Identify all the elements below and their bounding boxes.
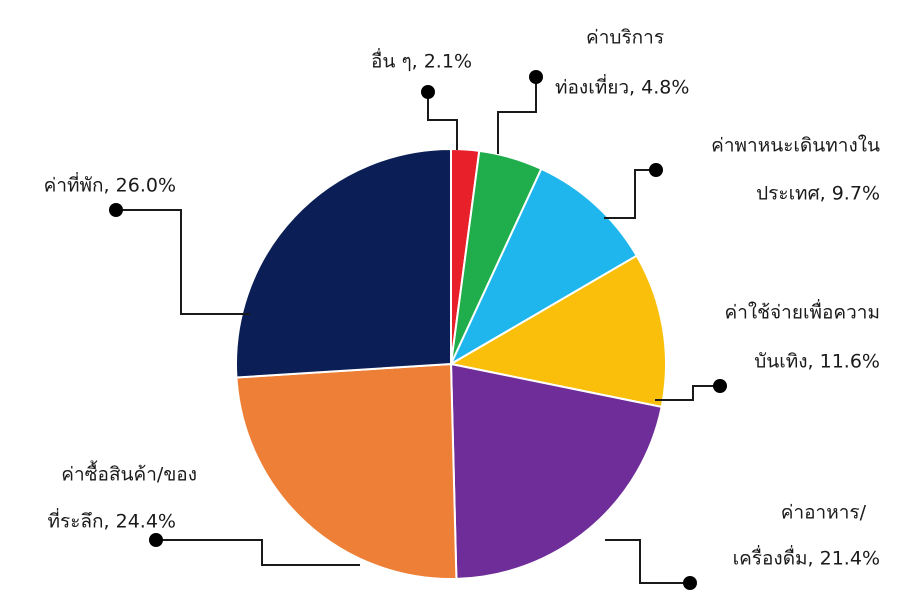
pie-slice-6 <box>235 362 458 580</box>
pie-slices <box>235 147 667 580</box>
pie-slice-5 <box>449 362 663 580</box>
leader-line-2 <box>497 77 537 154</box>
leader-dot-7 <box>109 203 123 217</box>
data-label-2-line-2: ท่องเที่ยว, 4.8% <box>555 74 689 99</box>
leader-dot-1 <box>421 85 435 99</box>
leader-dot-2 <box>529 70 543 84</box>
data-label-3-line-1: ค่าพาหนะเดินทางใน <box>711 135 880 157</box>
data-label-3-line-2: ประเทศ, 9.7% <box>756 183 880 205</box>
pie-slice-4 <box>448 254 667 409</box>
leader-line-5 <box>605 539 690 584</box>
leader-line-1 <box>427 92 458 150</box>
data-label-5-line-2: เครื่องดื่ม, 21.4% <box>733 545 880 570</box>
data-label-4-line-2: บันเทิง, 11.6% <box>754 351 880 373</box>
pie-slice-7 <box>235 147 452 379</box>
leader-line-6 <box>156 539 360 566</box>
leader-line-4 <box>655 385 720 401</box>
leader-dot-3 <box>649 163 663 177</box>
leader-line-3 <box>604 169 656 219</box>
data-label-1-line-1: อื่น ๆ, 2.1% <box>371 48 472 73</box>
data-label-2-line-1: ค่าบริการ <box>586 27 664 49</box>
leader-line-7 <box>116 209 250 315</box>
pie-slice-3 <box>448 167 639 367</box>
leader-dot-5 <box>683 576 697 590</box>
data-label-4-line-1: ค่าใช้จ่ายเพื่อความ <box>725 299 881 324</box>
leader-dot-6 <box>149 533 163 547</box>
data-label-7-line-1: ค่าที่พัก, 26.0% <box>44 172 176 197</box>
data-label-6-line-2: ที่ระลึก, 24.4% <box>47 508 176 533</box>
data-label-5-line-1: ค่าอาหาร/ <box>781 502 867 524</box>
data-label-6-line-1: ค่าซื้อสินค้า/ของ <box>61 461 197 486</box>
leader-dot-4 <box>713 379 727 393</box>
leader-lines <box>109 70 727 590</box>
